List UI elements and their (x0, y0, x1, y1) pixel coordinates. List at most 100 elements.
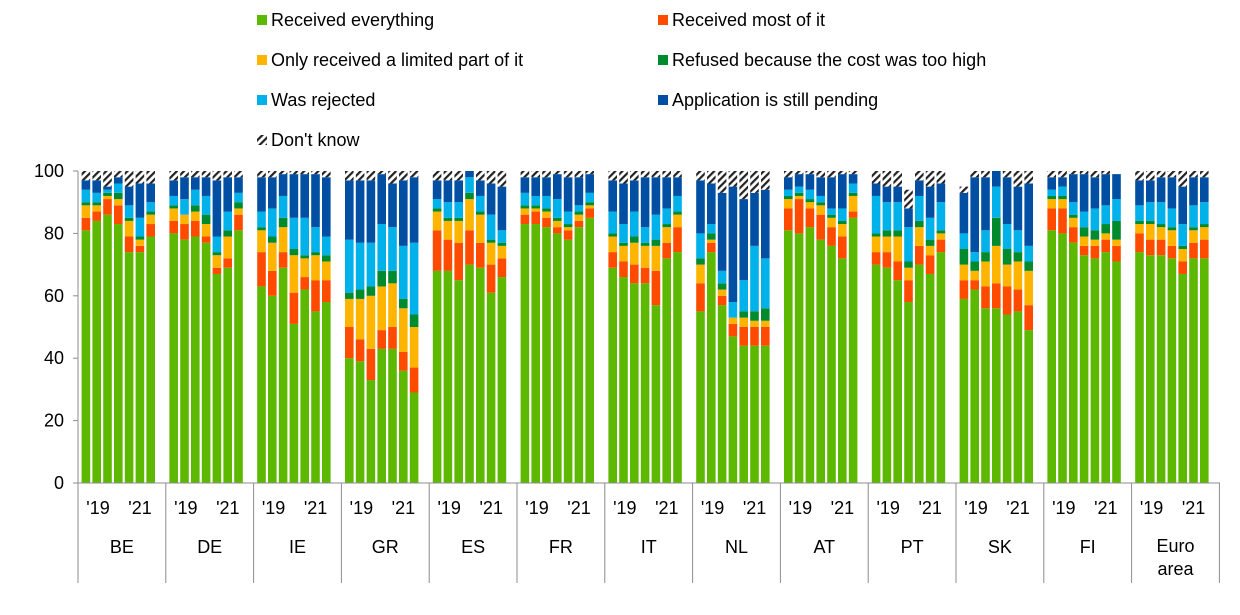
bar-segment-it-1-refused-because-the-cost-was-too-high (608, 233, 617, 237)
bar-segment-at-5-received-most-of-it (827, 227, 836, 246)
bar-segment-gr-7-was-rejected (409, 242, 419, 315)
bar-segment-at-4-was-rejected (816, 195, 825, 203)
bar-segment-at-1-was-rejected (784, 189, 793, 196)
bar-segment-fr-6-don-t-know (574, 171, 584, 178)
bar-segment-sk-2-application-is-still-pending (970, 177, 979, 253)
bar-segment-es-3-was-rejected (454, 202, 463, 218)
bar-segment-it-3-received-most-of-it (630, 264, 639, 284)
bar-segment-be-6-refused-because-the-cost-was-too-high (135, 236, 145, 240)
bar-segment-fr-5-received-everything (563, 239, 573, 483)
bar-segment-gr-3-don-t-know (366, 171, 376, 181)
bar-segment-fr-4-refused-because-the-cost-was-too-high (553, 217, 562, 221)
bar-segment-es-2-refused-because-the-cost-was-too-high (443, 217, 453, 221)
bar-segment-euro-area-4-received-most-of-it (1167, 245, 1177, 259)
x-tick-label: '21 (831, 498, 854, 518)
bar-segment-sk-2-don-t-know (970, 171, 979, 178)
bar-segment-fr-7-don-t-know (585, 171, 594, 175)
bar-segment-at-3-don-t-know (805, 171, 815, 175)
bar-segment-sk-3-received-most-of-it (981, 286, 990, 309)
bar-segment-euro-area-6-application-is-still-pending (1189, 177, 1198, 206)
bar-segment-gr-5-was-rejected (388, 227, 397, 271)
bar-segment-fi-4-only-received-a-limited-part-of-it (1079, 236, 1089, 246)
bar-segment-sk-1-received-most-of-it (959, 280, 969, 299)
bar-segment-euro-area-6-don-t-know (1189, 171, 1198, 178)
x-tick-label: '19 (525, 498, 548, 518)
bar-segment-be-4-received-most-of-it (114, 205, 123, 225)
legend-swatch-received-everything (257, 15, 267, 25)
bar-segment-nl-3-was-rejected (717, 270, 727, 284)
bar-segment-sk-7-don-t-know (1024, 171, 1033, 184)
bar-segment-pt-7-application-is-still-pending (936, 183, 946, 203)
bar-segment-es-3-refused-because-the-cost-was-too-high (454, 217, 463, 221)
bar-segment-sk-7-only-received-a-limited-part-of-it (1024, 270, 1033, 306)
bar-segment-ie-7-application-is-still-pending (322, 177, 331, 237)
bar-segment-nl-1-application-is-still-pending (696, 180, 705, 234)
bar-segment-be-2-application-is-still-pending (92, 180, 101, 193)
bar-segment-fr-3-received-everything (542, 227, 551, 483)
bar-segment-fi-7-was-rejected (1112, 199, 1121, 221)
y-tick-label: 0 (54, 473, 64, 493)
bar-segment-it-7-refused-because-the-cost-was-too-high (673, 211, 682, 215)
bar-segment-it-1-application-is-still-pending (608, 180, 617, 212)
bar-segment-pt-1-refused-because-the-cost-was-too-high (871, 233, 881, 237)
bar-segment-it-4-was-rejected (640, 227, 650, 243)
bar-segment-es-2-don-t-know (443, 171, 453, 181)
bar-segment-de-1-received-everything (169, 233, 178, 483)
bar-segment-at-6-only-received-a-limited-part-of-it (838, 224, 847, 237)
bar-segment-nl-6-refused-because-the-cost-was-too-high (750, 311, 759, 321)
group-label-fr: FR (549, 537, 573, 557)
bar-segment-sk-4-received-everything (992, 308, 1001, 483)
bar-segment-sk-1-was-rejected (959, 233, 969, 249)
bar-segment-pt-1-application-is-still-pending (871, 183, 881, 196)
bar-segment-it-7-received-most-of-it (673, 227, 682, 253)
x-tick-label: '19 (701, 498, 724, 518)
bar-segment-at-2-received-everything (794, 233, 804, 483)
bar-segment-fi-3-received-most-of-it (1069, 227, 1078, 243)
bar-segment-nl-4-application-is-still-pending (728, 186, 738, 303)
bar-segment-de-1-was-rejected (169, 195, 178, 206)
bar-segment-ie-3-application-is-still-pending (278, 174, 288, 196)
bar-segment-fi-1-only-received-a-limited-part-of-it (1047, 199, 1056, 209)
bar-segment-de-6-application-is-still-pending (223, 177, 232, 212)
bar-segment-de-5-was-rejected (212, 236, 222, 253)
bar-segment-sk-5-received-most-of-it (1002, 286, 1012, 315)
bar-segment-ie-5-don-t-know (300, 171, 309, 175)
bar-segment-it-4-received-everything (640, 283, 650, 483)
bar-segment-de-1-application-is-still-pending (169, 180, 178, 196)
bar-segment-es-6-was-rejected (486, 214, 496, 240)
group-label-es: ES (461, 537, 485, 557)
bar-segment-be-4-refused-because-the-cost-was-too-high (114, 192, 123, 200)
bar-segment-fr-4-received-everything (553, 233, 562, 483)
bar-segment-pt-5-was-rejected (915, 195, 924, 221)
bar-segment-nl-5-only-received-a-limited-part-of-it (739, 317, 748, 327)
bar-segment-gr-6-received-most-of-it (399, 351, 408, 371)
bar-segment-nl-1-refused-because-the-cost-was-too-high (696, 258, 705, 265)
bar-segment-ie-5-only-received-a-limited-part-of-it (300, 258, 309, 278)
bar-segment-at-7-received-most-of-it (848, 211, 858, 218)
bar-segment-sk-3-received-everything (981, 308, 990, 483)
bar-segment-fi-4-received-everything (1079, 255, 1089, 483)
bar-segment-sk-7-was-rejected (1024, 245, 1033, 262)
bar-segment-pt-4-was-rejected (904, 227, 913, 262)
bar-segment-sk-6-was-rejected (1013, 230, 1023, 253)
bar-segment-fr-6-only-received-a-limited-part-of-it (574, 214, 584, 221)
bar-segment-fr-6-application-is-still-pending (574, 177, 584, 206)
bar-segment-ie-5-application-is-still-pending (300, 174, 309, 218)
x-tick-label: '21 (1094, 498, 1117, 518)
bar-segment-be-1-received-most-of-it (81, 217, 91, 231)
bar-segment-fi-1-application-is-still-pending (1047, 177, 1056, 190)
bar-segment-es-5-refused-because-the-cost-was-too-high (476, 211, 485, 215)
bar-segment-nl-7-received-everything (761, 345, 770, 483)
legend-item-received-everything: Received everything (257, 10, 434, 30)
bar-segment-de-1-don-t-know (169, 171, 178, 181)
bar-segment-nl-3-received-most-of-it (717, 295, 727, 306)
bar-segment-ie-3-don-t-know (278, 171, 288, 175)
bar-segment-fi-6-received-everything (1101, 252, 1110, 483)
bar-segment-euro-area-7-received-everything (1200, 258, 1209, 483)
bar-segment-at-1-received-everything (784, 230, 793, 483)
bar-segment-nl-3-application-is-still-pending (717, 192, 727, 271)
bar-segment-ie-7-only-received-a-limited-part-of-it (322, 261, 331, 281)
bar-segment-fr-3-was-rejected (542, 195, 551, 209)
bar-segment-gr-3-received-everything (366, 380, 376, 483)
